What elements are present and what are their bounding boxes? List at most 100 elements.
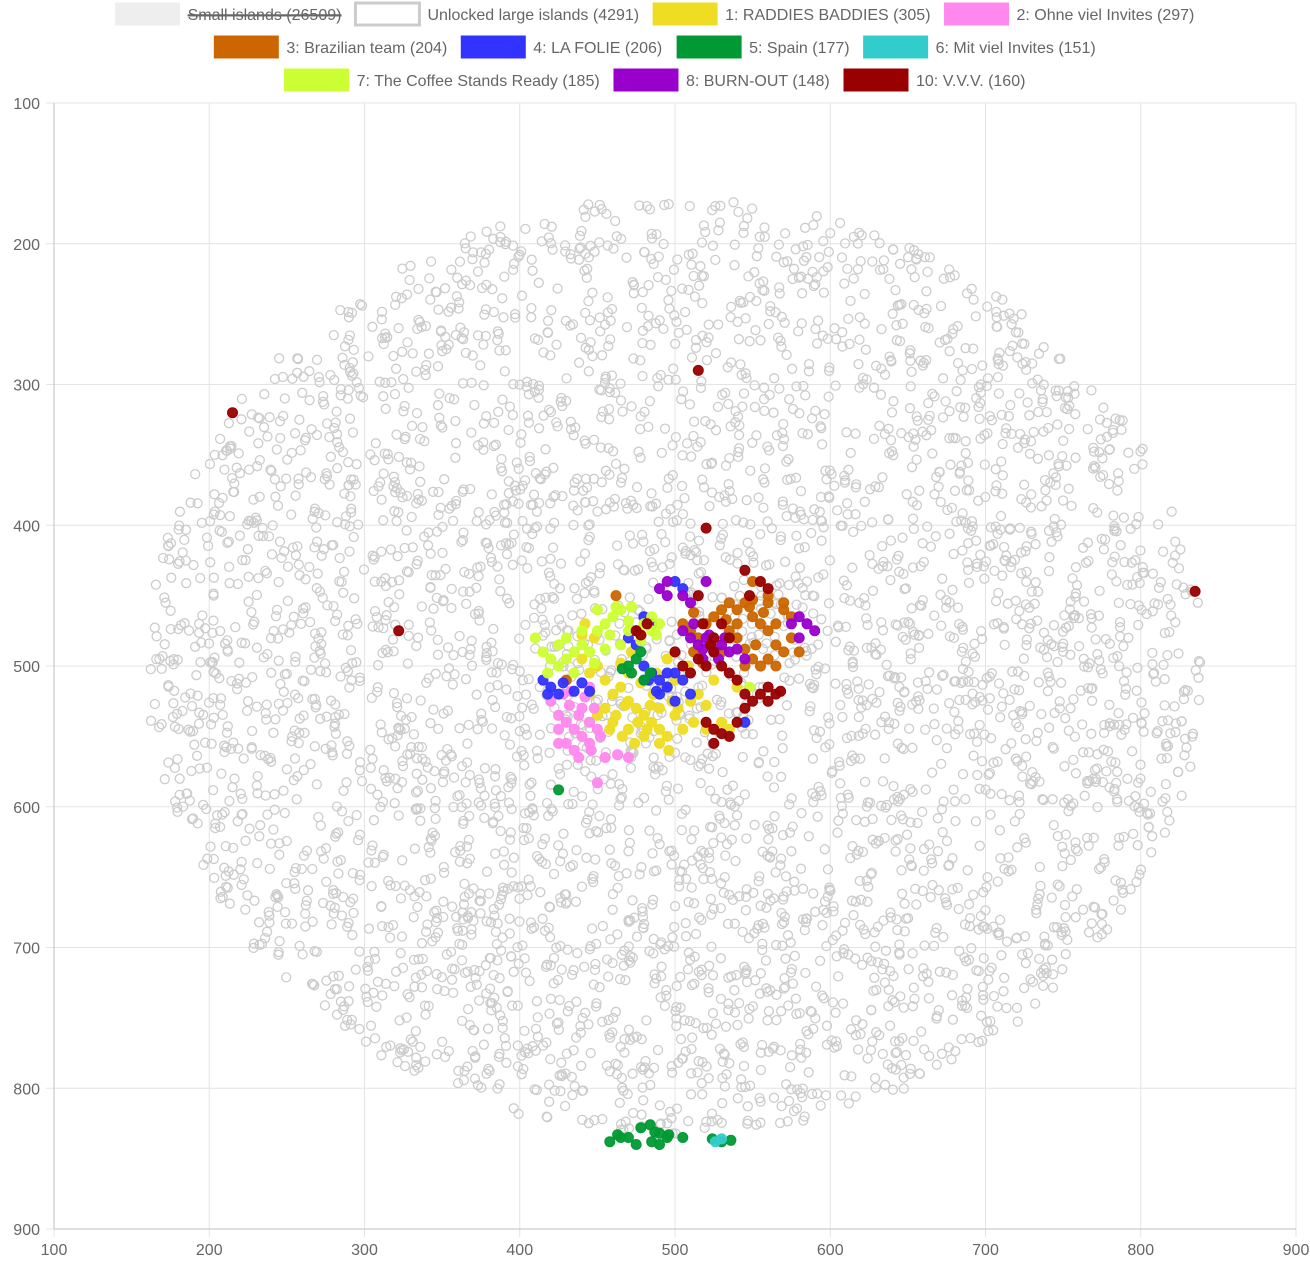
island-point: [829, 323, 840, 334]
island-point: [810, 279, 821, 290]
island-point: [532, 1031, 544, 1042]
island-point: [261, 714, 272, 725]
island-point: [517, 675, 529, 686]
island-point: [439, 1051, 451, 1063]
island-point: [988, 539, 999, 550]
island-point: [936, 620, 947, 631]
island-point: [985, 809, 996, 820]
island-point: [781, 886, 792, 897]
island-point: [203, 638, 215, 649]
team-point: [754, 618, 766, 630]
island-point: [1104, 721, 1115, 732]
legend-item[interactable]: 1: RADDIES BADDIES (305): [652, 2, 931, 26]
legend[interactable]: Small islands (26509) Unlocked large isla…: [115, 1, 1195, 92]
island-point: [1046, 892, 1057, 903]
island-point: [953, 903, 964, 915]
island-point: [504, 598, 515, 609]
legend-item[interactable]: Small islands (26509): [115, 2, 342, 26]
island-point: [217, 809, 228, 820]
island-point: [567, 859, 579, 871]
island-point: [519, 760, 530, 771]
island-point: [321, 876, 332, 887]
island-point: [707, 240, 719, 251]
island-point: [458, 818, 469, 829]
island-point: [637, 1082, 648, 1093]
island-point: [345, 491, 356, 502]
island-point: [442, 642, 454, 653]
island-point: [567, 610, 578, 621]
island-point: [216, 768, 227, 779]
island-point: [556, 964, 567, 975]
island-point: [1043, 565, 1055, 577]
legend-item[interactable]: 10: V.V.V. (160): [843, 68, 1025, 92]
legend-item[interactable]: 6: Mit viel Invites (151): [863, 35, 1096, 59]
island-point: [1171, 579, 1182, 590]
island-point: [554, 1070, 565, 1081]
team-point: [723, 632, 735, 644]
legend-item[interactable]: 5: Spain (177): [676, 35, 850, 59]
island-point: [274, 935, 285, 947]
island-point: [492, 679, 503, 691]
island-point: [662, 482, 673, 494]
island-point: [867, 1036, 878, 1047]
island-point: [830, 380, 841, 391]
island-point: [749, 380, 760, 391]
island-point: [949, 796, 961, 807]
island-point: [314, 586, 326, 597]
island-point: [929, 391, 940, 402]
legend-swatch: [460, 35, 526, 59]
island-point: [432, 649, 444, 660]
island-point: [438, 867, 450, 878]
island-point: [913, 304, 924, 316]
legend-item[interactable]: Unlocked large islands (4291): [353, 1, 639, 27]
island-point: [636, 529, 648, 541]
island-point: [165, 537, 177, 549]
island-point: [948, 324, 959, 335]
island-point: [904, 854, 915, 865]
island-point: [706, 1116, 717, 1127]
legend-item[interactable]: 3: Brazilian team (204): [213, 35, 447, 59]
island-point: [475, 783, 487, 794]
island-point: [294, 570, 305, 581]
island-point: [294, 414, 305, 425]
legend-item[interactable]: 7: The Coffee Stands Ready (185): [284, 68, 600, 92]
island-point: [978, 994, 989, 1005]
x-tick-label: 700: [972, 1242, 999, 1259]
island-point: [673, 881, 685, 892]
island-point: [692, 1067, 703, 1078]
team-point: [599, 752, 611, 763]
island-point: [513, 463, 524, 474]
island-point: [710, 348, 722, 359]
island-point: [648, 866, 660, 877]
team-point: [770, 618, 782, 630]
island-point: [908, 982, 919, 993]
island-point: [1134, 869, 1145, 880]
island-point: [597, 1016, 608, 1027]
island-point: [885, 574, 896, 586]
legend-item[interactable]: 4: LA FOLIE (206): [460, 35, 662, 59]
legend-item[interactable]: 8: BURN-OUT (148): [613, 68, 830, 92]
island-point: [380, 403, 391, 414]
island-point: [531, 506, 543, 517]
legend-item[interactable]: 2: Ohne viel Invites (297): [944, 2, 1195, 26]
island-point: [452, 1077, 464, 1089]
island-point: [402, 337, 413, 348]
island-point: [829, 480, 840, 492]
team-point: [758, 607, 769, 618]
island-point: [745, 519, 756, 530]
island-point: [480, 304, 492, 315]
island-point: [583, 295, 594, 307]
island-point: [231, 678, 243, 689]
island-point: [486, 1005, 497, 1016]
island-point: [773, 239, 785, 250]
team-point: [685, 667, 696, 679]
island-point: [220, 840, 231, 852]
island-point: [548, 593, 560, 604]
island-point: [892, 924, 903, 936]
island-point: [716, 592, 727, 603]
island-point: [1102, 746, 1114, 757]
island-point: [950, 815, 961, 827]
island-point: [623, 915, 634, 926]
island-point: [579, 961, 590, 973]
island-point: [355, 757, 366, 768]
